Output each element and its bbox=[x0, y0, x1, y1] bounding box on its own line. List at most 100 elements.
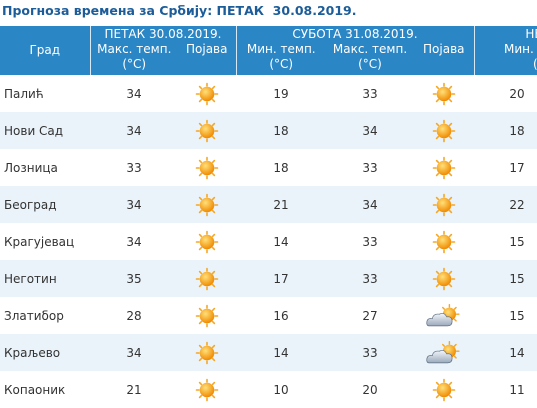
temperature: 18 bbox=[236, 112, 326, 149]
weather-icon bbox=[195, 193, 219, 217]
icon-cell bbox=[414, 75, 474, 112]
table-row: Београд 34 21 34 22 bbox=[0, 186, 537, 223]
icon-cell bbox=[178, 75, 236, 112]
icon-cell bbox=[178, 223, 236, 260]
icon-cell bbox=[178, 334, 236, 371]
weather-icon bbox=[195, 304, 219, 328]
table-row: Лозница 33 18 33 17 bbox=[0, 149, 537, 186]
header-cell: Појава bbox=[414, 42, 475, 75]
temperature: 17 bbox=[236, 260, 326, 297]
table-row: Копаоник 21 10 20 11 bbox=[0, 371, 537, 408]
temperature: 11 bbox=[509, 382, 525, 397]
table-row: Нови Сад 34 18 34 18 bbox=[0, 112, 537, 149]
temperature: 33 bbox=[326, 334, 414, 371]
city-name: Краљево bbox=[0, 334, 90, 371]
temperature: 15 bbox=[509, 308, 525, 323]
title: Прогноза времена за Србију: ПЕТАК 30.08.… bbox=[2, 3, 357, 18]
group-header: ПЕТАК 30.08.2019. bbox=[89, 26, 236, 42]
table-row: Краљево 34 14 33 14 bbox=[0, 334, 537, 371]
header-cell: Град bbox=[0, 26, 90, 75]
city-name: Крагујевац bbox=[4, 234, 75, 249]
temperature: 34 bbox=[126, 86, 142, 101]
icon-cell bbox=[414, 260, 475, 297]
temperature: 15 bbox=[509, 234, 525, 249]
temperature: 16 bbox=[273, 308, 289, 323]
city-name: Копаоник bbox=[4, 382, 66, 397]
city-name: Неготин bbox=[0, 260, 90, 297]
weather-icon bbox=[195, 156, 219, 180]
weather-icon bbox=[426, 340, 462, 366]
icon-cell bbox=[414, 334, 475, 371]
icon-cell bbox=[414, 371, 474, 408]
icon-cell bbox=[178, 297, 236, 334]
city-name: Београд bbox=[0, 186, 90, 223]
icon-cell bbox=[178, 260, 236, 297]
table-body: Палић 34 19 33 20 Нови Сад 34 18 34 18 Лозница 33 18… bbox=[0, 75, 537, 408]
temperature: 14 bbox=[236, 334, 326, 371]
weather-icon bbox=[426, 303, 462, 329]
icon-cell bbox=[414, 223, 474, 260]
temperature: 27 bbox=[362, 308, 378, 323]
temperature: 19 bbox=[273, 86, 289, 101]
city-name: Лозница bbox=[4, 160, 58, 175]
temperature: 18 bbox=[273, 160, 289, 175]
icon-cell bbox=[414, 112, 475, 149]
temperature: 33 bbox=[362, 234, 378, 249]
weather-icon bbox=[432, 156, 456, 180]
icon-cell bbox=[414, 186, 475, 223]
temperature: 20 bbox=[509, 86, 525, 101]
temperature: 33 bbox=[126, 160, 142, 175]
temperature: 14 bbox=[474, 334, 537, 371]
table-row: Неготин 35 17 33 15 bbox=[0, 260, 537, 297]
icon-cell bbox=[178, 371, 236, 408]
city-name: Палић bbox=[4, 86, 44, 101]
weather-icon bbox=[195, 267, 219, 291]
temperature: 33 bbox=[326, 260, 414, 297]
temperature: 20 bbox=[362, 382, 378, 397]
temperature: 22 bbox=[474, 186, 537, 223]
table-row: Палић 34 19 33 20 bbox=[0, 75, 537, 112]
city-name: Златибор bbox=[4, 308, 64, 323]
weather-icon bbox=[432, 82, 456, 106]
forecast-table: Град ПЕТАК 30.08.2019. СУБОТА 31.08.2019… bbox=[0, 26, 537, 408]
temperature: 34 bbox=[326, 186, 414, 223]
temperature: 15 bbox=[474, 260, 537, 297]
header-cell: Мин. темп. (°C) bbox=[235, 42, 326, 75]
weather-icon bbox=[432, 230, 456, 254]
weather-icon bbox=[195, 230, 219, 254]
temperature: 34 bbox=[126, 234, 142, 249]
icon-cell bbox=[178, 149, 236, 186]
icon-cell bbox=[414, 297, 474, 334]
temperature: 18 bbox=[474, 112, 537, 149]
temperature: 28 bbox=[126, 308, 142, 323]
temperature: 21 bbox=[236, 186, 326, 223]
city-name: Нови Сад bbox=[0, 112, 90, 149]
temperature: 34 bbox=[90, 334, 178, 371]
temperature: 34 bbox=[90, 112, 178, 149]
icon-cell bbox=[178, 186, 236, 223]
temperature: 10 bbox=[273, 382, 289, 397]
weather-icon bbox=[195, 378, 219, 402]
header-cell: Макс. темп. (°C) bbox=[89, 42, 178, 75]
weather-icon bbox=[432, 119, 456, 143]
header-cell: Макс. темп. (°C) bbox=[326, 42, 414, 75]
group-header: СУБОТА 31.08.2019. bbox=[235, 26, 475, 42]
table-row: Крагујевац 34 14 33 15 bbox=[0, 223, 537, 260]
weather-icon bbox=[432, 267, 456, 291]
weather-icon bbox=[195, 341, 219, 365]
table-row: Златибор 28 16 27 15 bbox=[0, 297, 537, 334]
temperature: 35 bbox=[90, 260, 178, 297]
weather-icon bbox=[432, 378, 456, 402]
weather-icon bbox=[195, 82, 219, 106]
weather-icon bbox=[195, 119, 219, 143]
icon-cell bbox=[178, 112, 236, 149]
group-header: НЕ bbox=[473, 26, 537, 42]
temperature: 34 bbox=[90, 186, 178, 223]
header-cell: Појава bbox=[178, 42, 236, 75]
temperature: 34 bbox=[326, 112, 414, 149]
weather-icon bbox=[432, 193, 456, 217]
header-cell: Мин. те (°C bbox=[473, 42, 537, 75]
temperature: 17 bbox=[509, 160, 525, 175]
temperature: 33 bbox=[362, 160, 378, 175]
